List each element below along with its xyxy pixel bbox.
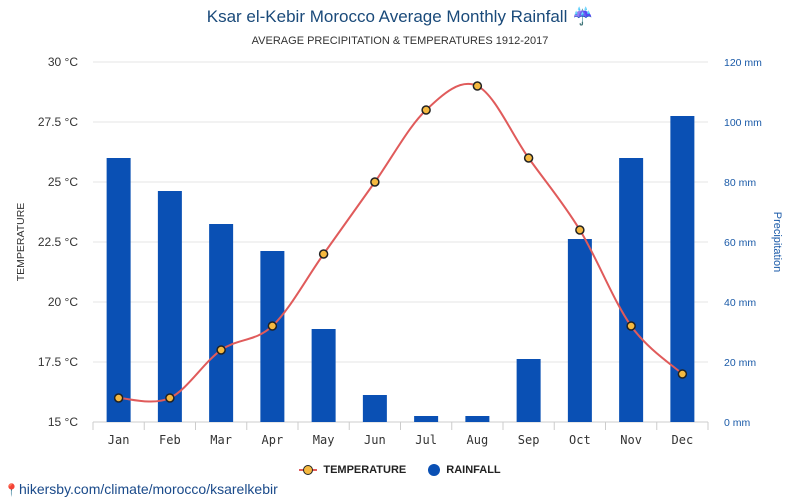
source-link-text: hikersby.com/climate/morocco/ksarelkebir (18, 481, 278, 497)
right-tick-label: 20 mm (724, 357, 756, 369)
temperature-point[interactable] (113, 393, 124, 403)
right-tick-label: 100 mm (724, 117, 762, 129)
temperature-point[interactable] (626, 321, 636, 331)
x-tick-label: Apr (262, 433, 284, 447)
left-tick-label: 27.5 °C (38, 115, 78, 129)
legend-item-temperature[interactable]: TEMPERATURE (299, 464, 406, 476)
rainfall-bar[interactable] (260, 251, 285, 422)
rainfall-bar[interactable] (311, 329, 336, 422)
rainfall-bar[interactable] (157, 191, 182, 422)
rainfall-bar[interactable] (619, 158, 644, 422)
temperature-point[interactable] (216, 345, 226, 355)
x-tick-label: Nov (620, 433, 642, 447)
left-tick-label: 25 °C (48, 175, 78, 189)
temperature-markers (113, 81, 688, 403)
rainfall-bar[interactable] (516, 359, 541, 422)
x-tick-label: Jun (364, 433, 386, 447)
left-tick-label: 15 °C (48, 415, 78, 429)
rainfall-bar[interactable] (209, 224, 234, 422)
rainfall-temperature-chart: 15 °C 17.5 °C 20 °C 22.5 °C 25 °C 27.5 °C 30 °… (15, 55, 783, 447)
chart-subtitle: AVERAGE PRECIPITATION & TEMPERATURES 191… (251, 35, 549, 47)
right-axis: 0 mm 20 mm 40 mm 60 mm 80 mm 100 mm 120 mm (724, 57, 762, 429)
rainfall-bar[interactable] (106, 158, 131, 422)
right-tick-label: 60 mm (724, 237, 756, 249)
temperature-point[interactable] (472, 81, 483, 91)
location-pin-icon: 📍 (4, 483, 19, 497)
legend-item-rainfall[interactable]: RAINFALL (428, 464, 501, 476)
temperature-legend-icon (299, 464, 318, 476)
rainfall-bar[interactable] (362, 395, 387, 422)
x-tick-label: Jan (108, 433, 130, 447)
temperature-point[interactable] (575, 225, 585, 235)
left-tick-label: 20 °C (48, 295, 78, 309)
temperature-point[interactable] (165, 393, 175, 403)
temperature-series-line (118, 82, 684, 403)
left-tick-label: 22.5 °C (38, 235, 78, 249)
x-tick-label: Dec (672, 433, 694, 447)
left-tick-label: 30 °C (48, 55, 78, 69)
right-tick-label: 120 mm (724, 57, 762, 69)
legend-label-rainfall: RAINFALL (446, 464, 501, 476)
x-tick-label: Jul (415, 433, 437, 447)
rainfall-bars (106, 116, 695, 422)
right-tick-label: 40 mm (724, 297, 756, 309)
grid-lines (93, 61, 708, 423)
temperature-point[interactable] (421, 105, 431, 115)
source-link[interactable]: 📍hikersby.com/climate/morocco/ksarelkebi… (4, 481, 278, 497)
temperature-point[interactable] (523, 153, 534, 163)
x-tick-label: Oct (569, 433, 591, 447)
right-axis-label: Precipitation (771, 212, 783, 273)
rainfall-bar[interactable] (465, 416, 490, 422)
right-tick-label: 80 mm (724, 177, 756, 189)
x-tick-label: May (313, 433, 335, 447)
x-tick-label: Mar (210, 433, 232, 447)
temperature-point[interactable] (318, 249, 329, 259)
chart-title: Ksar el-Kebir Morocco Average Monthly Ra… (206, 7, 594, 26)
left-tick-label: 17.5 °C (38, 355, 78, 369)
rainfall-bar[interactable] (414, 416, 439, 422)
temperature-point[interactable] (677, 369, 688, 379)
legend-label-temperature: TEMPERATURE (323, 464, 407, 476)
left-axis: 15 °C 17.5 °C 20 °C 22.5 °C 25 °C 27.5 °C 30 °… (38, 55, 78, 429)
x-tick-label: Feb (159, 433, 181, 447)
temperature-line (118, 82, 684, 403)
x-tick-label: Aug (467, 433, 489, 447)
right-tick-label: 0 mm (724, 417, 751, 429)
temperature-point[interactable] (370, 177, 380, 187)
rainfall-legend-icon (428, 464, 441, 476)
temperature-point[interactable] (267, 321, 278, 331)
x-tick-label: Sep (518, 433, 540, 447)
x-axis: Jan Feb Mar Apr May Jun Jul Aug Sep Oct Nov Dec (92, 422, 709, 447)
chart-legend: TEMPERATURE RAINFALL (0, 464, 800, 476)
rainfall-bar[interactable] (567, 239, 592, 422)
left-axis-label: TEMPERATURE (15, 203, 27, 282)
